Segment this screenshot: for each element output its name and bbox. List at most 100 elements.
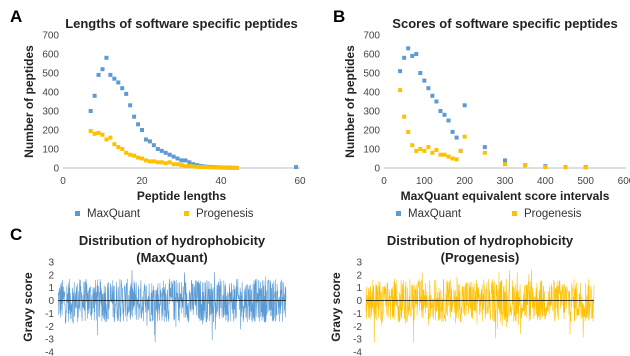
y-tick-label: 2 — [356, 270, 362, 281]
data-point — [222, 165, 227, 170]
data-point — [438, 109, 443, 113]
y-tick-label: -4 — [45, 348, 54, 356]
y-tick-label: 100 — [42, 145, 59, 156]
data-point — [143, 158, 148, 163]
data-point — [151, 159, 156, 164]
y-tick-label: 200 — [363, 126, 380, 137]
chart-title-line2: (MaxQuant) — [136, 250, 208, 265]
legend-marker — [396, 211, 401, 216]
x-tick-label: 200 — [456, 176, 473, 187]
data-point — [100, 132, 105, 137]
data-point — [187, 160, 192, 165]
y-tick-label: 600 — [363, 50, 380, 61]
data-point — [183, 164, 188, 169]
data-point — [112, 142, 117, 147]
data-point — [430, 150, 435, 155]
y-tick-label: 1 — [48, 283, 54, 294]
data-point — [179, 163, 184, 168]
gravy-score-trace — [365, 269, 595, 343]
data-point — [434, 147, 439, 152]
data-point — [442, 112, 447, 117]
chart-title: Lengths of software specific peptides — [65, 16, 298, 31]
data-point — [175, 156, 180, 161]
data-point — [159, 148, 164, 153]
data-point — [140, 156, 144, 161]
panel-letter-a: A — [10, 7, 22, 26]
data-point — [167, 152, 172, 157]
chart-title-line1: Distribution of hydrophobicity — [387, 233, 574, 248]
data-point — [159, 160, 164, 165]
data-point — [203, 165, 208, 170]
data-point — [116, 80, 121, 85]
y-axis-label: Number of peptides — [343, 45, 357, 158]
data-point — [108, 72, 113, 77]
data-point — [446, 118, 451, 123]
data-point — [294, 165, 299, 170]
data-point — [112, 76, 117, 81]
data-point — [418, 147, 423, 151]
data-point — [503, 158, 507, 163]
legend-label: Progenesis — [196, 208, 254, 220]
data-point — [410, 143, 415, 148]
data-point — [96, 130, 101, 135]
data-point — [426, 145, 431, 150]
data-point — [211, 165, 216, 170]
x-tick-label: 500 — [577, 176, 594, 187]
x-tick-label: 40 — [215, 176, 227, 187]
data-point — [226, 165, 231, 170]
data-point — [104, 137, 109, 142]
data-point — [151, 143, 156, 148]
data-point — [398, 69, 403, 74]
data-point — [128, 103, 133, 108]
legend-label: MaxQuant — [87, 208, 141, 220]
data-point — [128, 152, 133, 157]
y-tick-label: 200 — [42, 126, 59, 137]
x-tick-label: 0 — [381, 176, 387, 187]
data-point — [422, 148, 427, 153]
data-point — [147, 159, 152, 164]
legend-label: Progenesis — [524, 208, 582, 220]
y-tick-label: -1 — [353, 309, 362, 320]
legend-label: MaxQuant — [408, 208, 462, 220]
data-point — [503, 162, 507, 167]
y-tick-label: 0 — [53, 164, 59, 175]
data-point — [171, 154, 176, 159]
y-axis-label: Gravy score — [21, 272, 35, 342]
y-tick-label: 600 — [42, 50, 59, 61]
data-point — [398, 88, 403, 93]
y-tick-label: -2 — [45, 322, 54, 333]
data-point — [132, 153, 137, 158]
x-tick-label: 600 — [618, 176, 630, 187]
y-tick-label: 1 — [356, 283, 362, 294]
y-tick-label: 300 — [363, 107, 380, 118]
data-point — [100, 67, 105, 72]
hydrophobicity-maxquant-chart: Distribution of hydrophobicity (MaxQuant)… — [21, 233, 287, 356]
data-point — [155, 160, 160, 165]
x-tick-label: 60 — [294, 176, 306, 187]
data-point — [191, 164, 196, 169]
data-point — [438, 152, 443, 157]
data-point — [183, 158, 188, 163]
data-point — [88, 109, 93, 113]
chart-title-line1: Distribution of hydrophobicity — [79, 233, 266, 248]
data-point — [207, 165, 212, 170]
data-point — [563, 165, 568, 170]
hydrophobicity-progenesis-chart: Distribution of hydrophobicity (Progenesi… — [329, 233, 595, 356]
data-point — [120, 86, 125, 91]
length-scatter-chart: Lengths of software specific peptides 0 10… — [22, 16, 306, 220]
data-point — [422, 78, 427, 83]
data-point — [191, 162, 196, 167]
x-tick-label: 400 — [537, 176, 554, 187]
data-point — [124, 150, 129, 155]
data-point — [136, 155, 141, 160]
y-tick-label: -1 — [45, 309, 54, 320]
data-point — [163, 161, 168, 166]
data-point — [171, 162, 176, 167]
data-point — [583, 165, 588, 170]
data-point — [482, 150, 487, 155]
data-point — [414, 52, 419, 56]
data-point — [230, 165, 235, 170]
data-point — [442, 152, 447, 157]
data-point — [167, 160, 172, 165]
data-point — [462, 103, 467, 108]
